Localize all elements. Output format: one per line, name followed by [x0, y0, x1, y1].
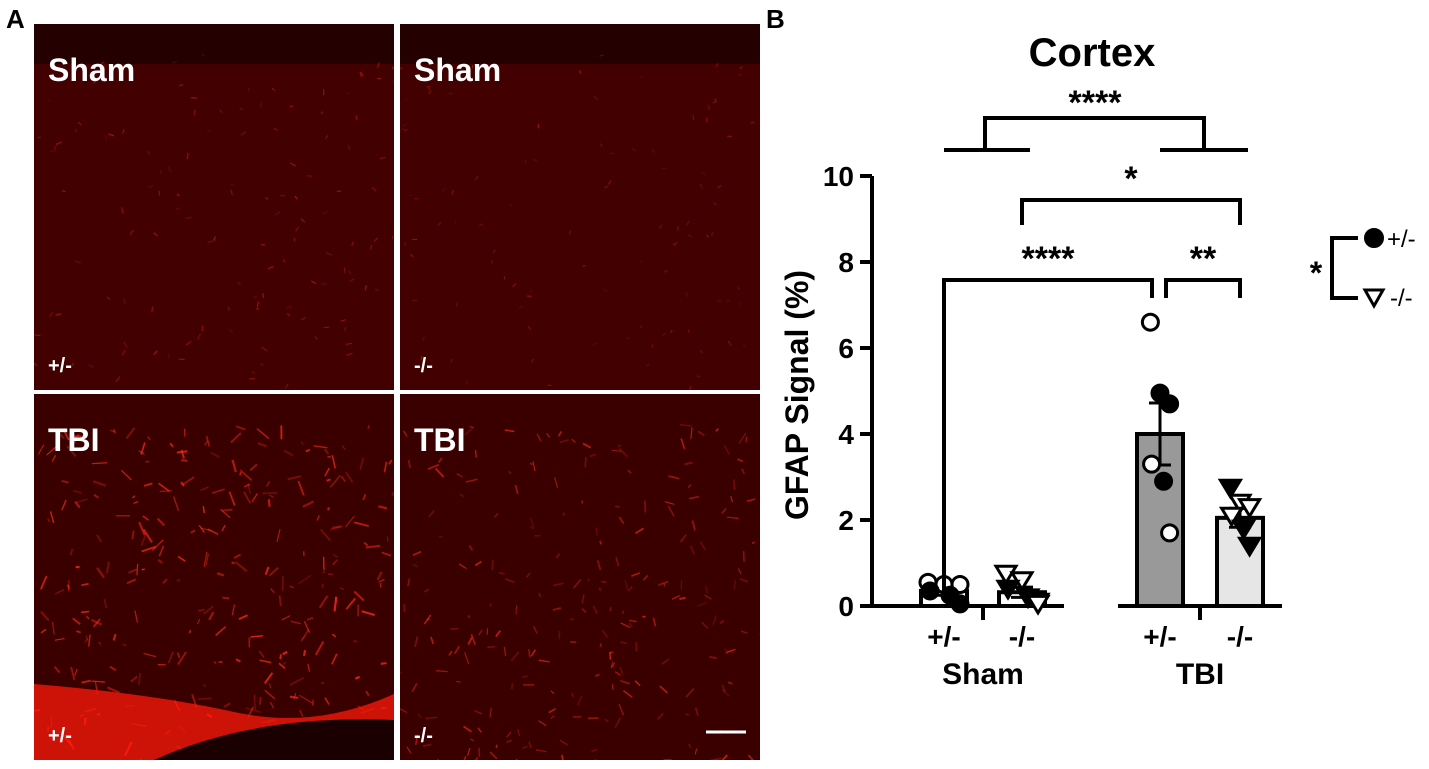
legend-bracket: [1330, 236, 1358, 300]
x-category-label: +/-: [1143, 621, 1176, 652]
data-point: [1140, 312, 1160, 332]
significance-bracket: [1020, 198, 1242, 225]
panel-a-label: A: [6, 4, 25, 34]
y-tick-label: 0: [838, 591, 854, 622]
micrograph-condition-label: TBI: [48, 422, 100, 458]
legend-marker-filled-circle: [1364, 228, 1384, 248]
legend-label: -/-: [1390, 285, 1413, 312]
significance-bracket: [1164, 278, 1242, 298]
significance-bracket: [942, 278, 1154, 590]
data-point: [1230, 519, 1257, 541]
significance-bracket: [983, 116, 1206, 150]
legend-label: +/-: [1387, 226, 1416, 253]
x-group-label: Sham: [942, 658, 1024, 691]
x-category-label: +/-: [927, 621, 960, 652]
micrograph-genotype-label: -/-: [414, 725, 433, 747]
data-point: [1236, 536, 1263, 558]
data-point: [995, 579, 1021, 601]
micrograph-tbi-ko: TBI -/-: [400, 394, 760, 760]
micrograph-genotype-label: +/-: [48, 725, 72, 747]
micrograph-image: [34, 394, 394, 760]
micrograph-condition-label: TBI: [414, 422, 466, 458]
chart-title: Cortex: [1029, 31, 1156, 75]
micrograph-genotype-label: +/-: [48, 355, 72, 377]
micrograph-image: [400, 394, 760, 760]
legend-significance: *: [1310, 255, 1323, 291]
data-point: [1218, 506, 1245, 528]
data-point: [1142, 454, 1162, 474]
data-point: [1160, 394, 1180, 414]
significance-label: **: [1190, 240, 1217, 278]
data-point: [1025, 594, 1051, 616]
data-point: [950, 594, 970, 614]
y-tick-label: 6: [838, 333, 854, 364]
legend-marker-open-triangle: [1362, 288, 1386, 310]
micrograph-image: [400, 24, 760, 390]
data-point: [1154, 471, 1174, 491]
data-point: [1236, 498, 1263, 519]
significance-label: *: [1124, 160, 1138, 198]
y-tick-label: 8: [838, 247, 854, 278]
bar: [1215, 515, 1265, 608]
panel-b-label: B: [766, 4, 785, 34]
data-point: [1217, 478, 1244, 500]
micrograph-genotype-label: -/-: [414, 355, 433, 377]
y-tick-label: 10: [823, 161, 854, 192]
y-tick-label: 2: [838, 505, 854, 536]
micrograph-condition-label: Sham: [414, 52, 502, 88]
y-tick-label: 4: [838, 419, 854, 450]
data-point: [920, 581, 940, 601]
data-point: [993, 564, 1019, 586]
micrograph-image: [34, 24, 394, 390]
significance-label: ****: [1022, 240, 1076, 278]
micrograph-sham-ko: Sham -/-: [400, 24, 760, 390]
significance-label: ****: [1069, 84, 1123, 122]
micrograph-condition-label: Sham: [48, 52, 136, 88]
y-axis-label: GFAP Signal (%): [779, 270, 815, 520]
micrograph-tbi-het: TBI +/-: [34, 394, 394, 760]
x-category-label: -/-: [1009, 621, 1035, 652]
micrograph-sham-het: Sham +/-: [34, 24, 394, 390]
data-point: [1160, 523, 1180, 543]
gfap-bar-chart: Cortex 0 2 4 6 8 10 GFAP Signal (%) +/- -/- +/- -/-…: [779, 31, 1416, 691]
x-group-label: TBI: [1176, 658, 1224, 691]
x-category-label: -/-: [1227, 621, 1253, 652]
